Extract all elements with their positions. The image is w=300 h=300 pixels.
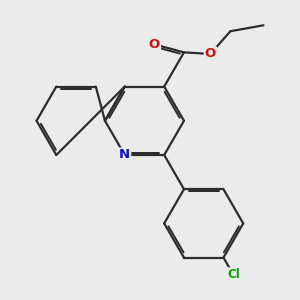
Text: N: N <box>119 148 130 161</box>
Text: O: O <box>149 38 160 51</box>
Text: O: O <box>205 47 216 61</box>
Text: Cl: Cl <box>227 268 240 281</box>
